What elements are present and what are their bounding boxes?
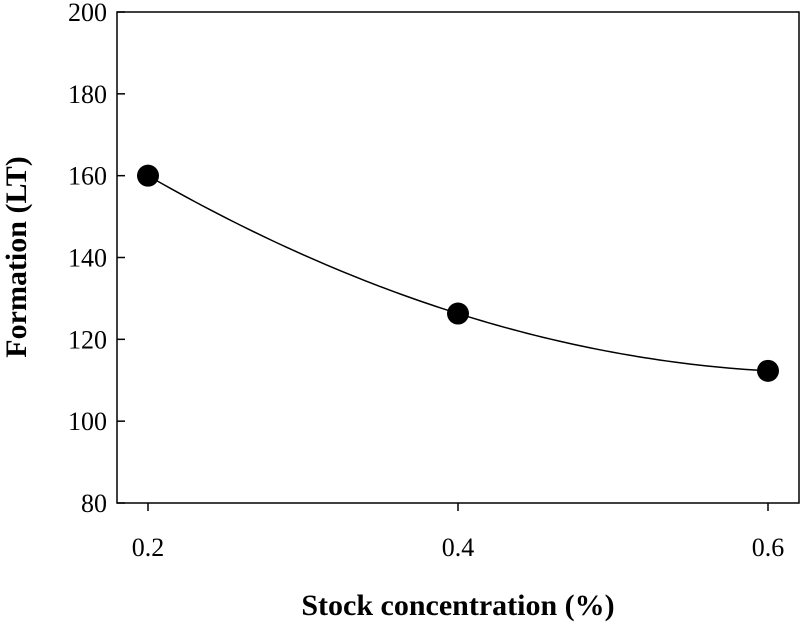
data-point xyxy=(447,302,469,325)
data-point xyxy=(137,164,159,187)
y-tick-label: 180 xyxy=(68,80,107,109)
x-tick-label: 0.2 xyxy=(132,533,165,562)
x-axis-title: Stock concentration (%) xyxy=(301,589,614,622)
y-tick-label: 120 xyxy=(68,325,107,354)
x-tick-label: 0.4 xyxy=(442,533,475,562)
plot-frame xyxy=(116,11,800,504)
fit-curve xyxy=(147,175,769,372)
y-tick-label: 80 xyxy=(81,489,107,518)
y-axis-title: Formation (LT) xyxy=(0,156,33,357)
x-tick-label: 0.6 xyxy=(752,533,785,562)
x-axis: 0.2 0.4 0.6 xyxy=(132,503,785,562)
y-tick-label: 100 xyxy=(68,407,107,436)
data-point xyxy=(757,359,779,382)
y-tick-label: 160 xyxy=(68,162,107,191)
y-tick-label: 200 xyxy=(68,0,107,27)
y-tick-label: 140 xyxy=(68,244,107,273)
data-points xyxy=(137,164,779,382)
y-axis: 80 100 120 140 160 180 200 xyxy=(68,0,125,518)
